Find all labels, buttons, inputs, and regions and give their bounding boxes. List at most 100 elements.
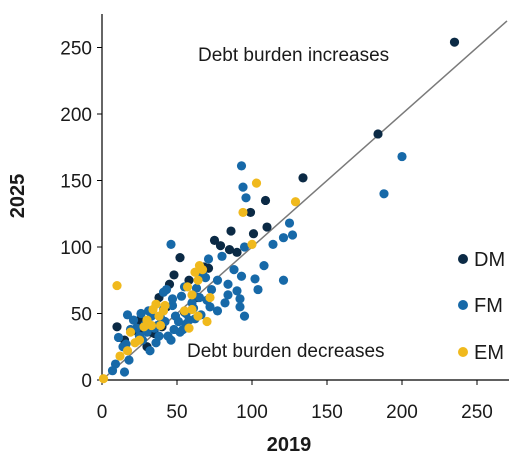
data-point — [190, 267, 200, 277]
data-point — [98, 374, 109, 384]
data-point — [112, 322, 122, 332]
data-point — [226, 226, 236, 236]
annotation-increase: Debt burden increases — [198, 45, 389, 66]
y-tick-label: 100 — [60, 238, 92, 259]
reference-line-layer — [101, 20, 508, 381]
legend-marker — [458, 254, 468, 264]
series-fm — [107, 151, 407, 377]
data-point — [232, 286, 242, 296]
x-tick-label: 100 — [236, 402, 268, 423]
data-point — [194, 292, 205, 303]
data-point — [449, 37, 460, 47]
legend-label: EM — [474, 342, 504, 364]
data-point — [113, 332, 124, 343]
data-point — [268, 239, 278, 249]
data-point — [373, 129, 383, 139]
data-point — [236, 271, 247, 281]
data-point — [248, 229, 259, 239]
data-point — [191, 283, 202, 293]
data-point — [139, 322, 149, 332]
data-point — [158, 306, 169, 316]
data-point — [251, 178, 262, 188]
y-tick-label: 150 — [60, 172, 92, 193]
legend-marker — [458, 300, 468, 310]
x-tick-label: 250 — [461, 402, 493, 423]
data-point — [262, 222, 272, 232]
x-axis-title: 2019 — [267, 434, 312, 456]
data-point — [241, 193, 251, 203]
data-point — [184, 323, 194, 333]
data-point — [247, 239, 257, 249]
data-point — [239, 311, 250, 321]
data-point — [245, 207, 256, 218]
data-point — [128, 315, 139, 325]
data-point — [238, 182, 248, 192]
data-point — [235, 302, 245, 312]
annotation-decrease: Debt burden decreases — [187, 341, 385, 362]
data-point — [379, 189, 389, 199]
data-point — [278, 275, 289, 285]
data-point — [232, 247, 242, 257]
data-point — [220, 298, 230, 308]
data-point — [122, 310, 133, 320]
data-point — [187, 290, 197, 300]
data-point — [287, 230, 298, 240]
data-point — [166, 239, 176, 249]
data-point — [259, 261, 269, 271]
series-em — [98, 178, 301, 384]
data-point — [278, 233, 289, 243]
data-point — [238, 207, 248, 218]
data-point — [124, 355, 134, 365]
data-point — [194, 261, 205, 271]
data-point — [182, 282, 193, 292]
data-point — [212, 275, 223, 285]
data-point — [298, 173, 308, 183]
data-point — [130, 338, 140, 348]
data-point — [260, 195, 271, 206]
y-axis-title: 2025 — [7, 174, 29, 219]
x-tick-label: 150 — [311, 402, 343, 423]
data-point — [155, 320, 166, 331]
data-point — [239, 242, 250, 252]
data-point — [205, 292, 215, 303]
data-point — [119, 367, 130, 377]
x-tick-label: 50 — [166, 402, 187, 423]
data-point — [290, 197, 301, 207]
data-point — [154, 331, 164, 341]
data-point — [169, 324, 179, 335]
data-point — [212, 306, 223, 316]
data-point — [175, 253, 185, 263]
data-point — [158, 287, 169, 297]
reference-line — [101, 20, 508, 381]
legend-label: FM — [474, 295, 503, 317]
legend-marker — [458, 347, 468, 357]
data-point — [145, 346, 155, 356]
x-tick-label: 200 — [386, 402, 418, 423]
data-point — [193, 275, 203, 285]
legend: DM FM EM — [458, 249, 505, 364]
data-point — [217, 251, 227, 261]
data-point — [136, 308, 146, 319]
data-point — [236, 161, 247, 171]
data-point — [179, 306, 190, 316]
data-point — [203, 254, 214, 264]
data-point — [215, 241, 226, 251]
data-point — [209, 235, 220, 245]
data-point — [169, 270, 179, 280]
data-point — [284, 218, 295, 228]
data-point — [223, 290, 233, 300]
data-point — [202, 316, 212, 327]
data-point — [112, 280, 122, 291]
data-point — [229, 265, 239, 275]
data-point — [166, 335, 176, 345]
data-point — [173, 316, 184, 327]
data-point — [250, 274, 260, 284]
data-point — [193, 311, 203, 321]
data-points — [98, 37, 460, 384]
data-point — [205, 302, 215, 312]
y-tick-label: 50 — [71, 305, 92, 326]
x-tick-label: 0 — [97, 402, 108, 423]
data-point — [224, 245, 235, 255]
data-point — [206, 284, 217, 295]
